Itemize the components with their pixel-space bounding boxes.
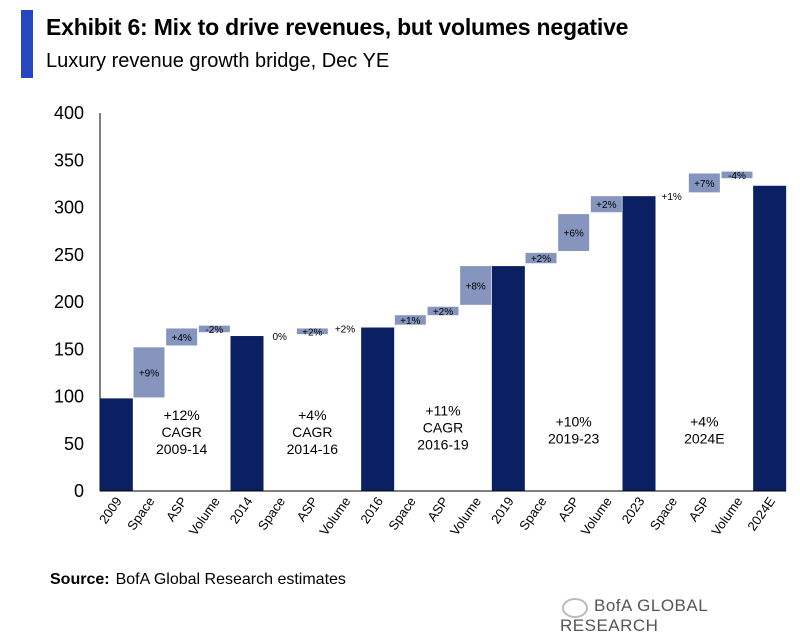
step-bar bbox=[296, 328, 328, 335]
title-accent-bar bbox=[21, 10, 33, 78]
x-tick-label: Volume bbox=[578, 494, 615, 538]
step-bar-label: -2% bbox=[205, 325, 223, 336]
step-bar bbox=[166, 328, 198, 346]
source-note: Source: BofA Global Research estimates bbox=[50, 571, 346, 589]
total-bar bbox=[230, 336, 264, 491]
cagr-annotation-line: +4% bbox=[690, 414, 718, 430]
cagr-annotation-line: CAGR bbox=[161, 424, 201, 440]
cagr-annotation-line: 2024E bbox=[684, 431, 724, 447]
total-bar bbox=[491, 266, 525, 491]
cagr-annotation-line: +12% bbox=[164, 407, 200, 423]
source-text: BofA Global Research estimates bbox=[115, 571, 346, 588]
step-bar bbox=[688, 173, 720, 193]
step-bar-label: -4% bbox=[728, 171, 746, 182]
cagr-annotation-line: CAGR bbox=[292, 424, 332, 440]
total-bar bbox=[99, 398, 133, 491]
step-bar-label: +2% bbox=[596, 200, 616, 211]
step-bar bbox=[133, 347, 165, 398]
total-bar bbox=[622, 196, 656, 491]
x-tick-label: 2014 bbox=[227, 494, 256, 526]
x-tick-label: Volume bbox=[447, 494, 484, 538]
x-tick-label: Space bbox=[124, 494, 157, 533]
y-tick-label: 400 bbox=[54, 103, 84, 123]
step-value-label: +1% bbox=[662, 192, 682, 203]
x-tick-label: ASP bbox=[294, 494, 321, 524]
footer-brand-text: BofA GLOBAL RESEARCH bbox=[560, 596, 708, 635]
x-tick-label: 2019 bbox=[488, 494, 517, 526]
x-tick-label: Space bbox=[385, 494, 418, 533]
x-tick-label: ASP bbox=[555, 494, 582, 524]
step-bar-label: +1% bbox=[400, 316, 420, 327]
y-tick-label: 200 bbox=[54, 292, 84, 312]
y-tick-label: 0 bbox=[74, 481, 84, 501]
cagr-annotation-line: CAGR bbox=[423, 419, 463, 435]
step-bar bbox=[460, 266, 492, 305]
step-bar-label: +4% bbox=[172, 333, 192, 344]
step-bar bbox=[525, 252, 557, 264]
step-bar-label: +7% bbox=[694, 179, 714, 190]
step-value-label: +2% bbox=[335, 324, 355, 335]
step-bar-label: +8% bbox=[466, 281, 486, 292]
bars-group bbox=[99, 171, 787, 491]
cagr-annotation-line: 2014-16 bbox=[287, 441, 339, 457]
x-tick-label: Volume bbox=[708, 494, 745, 538]
total-bar bbox=[753, 185, 787, 491]
step-value-label: 0% bbox=[272, 332, 287, 343]
brand-logo-icon bbox=[562, 598, 588, 618]
step-bar-label: +2% bbox=[302, 327, 322, 338]
step-bar bbox=[721, 171, 753, 179]
bar-labels-group: +9% +4% -2% 0% +2% +2% +1% +2% +8% +2% +6% +2% +1% +7… bbox=[139, 171, 746, 380]
cagr-annotation-line: 2016-19 bbox=[417, 436, 469, 452]
step-bar-label: +2% bbox=[433, 307, 453, 318]
cagr-annotation-line: 2009-14 bbox=[156, 441, 208, 457]
x-tick-label: Space bbox=[647, 494, 680, 533]
step-bar bbox=[558, 214, 590, 251]
step-bar bbox=[394, 315, 426, 325]
y-tick-label: 150 bbox=[54, 339, 84, 359]
y-tick-label: 50 bbox=[64, 434, 84, 454]
y-tick-label: 250 bbox=[54, 245, 84, 265]
x-tick-label: Volume bbox=[316, 494, 353, 538]
cagr-annotation-line: +11% bbox=[425, 402, 460, 418]
x-tick-label: Space bbox=[516, 494, 549, 533]
cagr-annotation-line: +10% bbox=[556, 414, 592, 430]
x-tick-label: ASP bbox=[163, 494, 190, 524]
step-bar bbox=[198, 325, 230, 333]
x-tick-label: Space bbox=[255, 494, 288, 533]
x-tick-label: ASP bbox=[424, 494, 451, 524]
x-tick-label: 2009 bbox=[96, 494, 125, 526]
step-bar bbox=[590, 196, 622, 213]
y-tick-label: 350 bbox=[54, 150, 84, 170]
cagr-annotation-line: 2019-23 bbox=[548, 431, 600, 447]
chart-subtitle: Luxury revenue growth bridge, Dec YE bbox=[46, 50, 390, 72]
step-bar bbox=[427, 306, 459, 316]
x-tick-label: 2024E bbox=[744, 494, 778, 534]
step-bar-label: +9% bbox=[139, 368, 159, 379]
y-axis: 0 50 100 150 200 250 300 350 400 bbox=[54, 103, 101, 501]
x-tick-label: Volume bbox=[186, 494, 223, 538]
footer-brand: BofA GLOBAL RESEARCH bbox=[560, 596, 800, 636]
x-tick-label: 2023 bbox=[619, 494, 648, 526]
x-tick-label: 2016 bbox=[357, 494, 386, 526]
total-bar bbox=[361, 327, 395, 491]
chart-title: Exhibit 6: Mix to drive revenues, but vo… bbox=[46, 14, 629, 40]
x-tick-label: ASP bbox=[686, 494, 713, 524]
annotations-group: +12%CAGR2009-14+4%CAGR2014-16+11%CAGR201… bbox=[156, 402, 725, 457]
step-bar-label: +2% bbox=[531, 254, 551, 265]
source-label: Source: bbox=[50, 571, 110, 588]
step-bar-label: +6% bbox=[564, 229, 584, 240]
y-tick-label: 300 bbox=[54, 198, 84, 218]
cagr-annotation-line: +4% bbox=[298, 407, 326, 423]
y-tick-label: 100 bbox=[54, 387, 84, 407]
